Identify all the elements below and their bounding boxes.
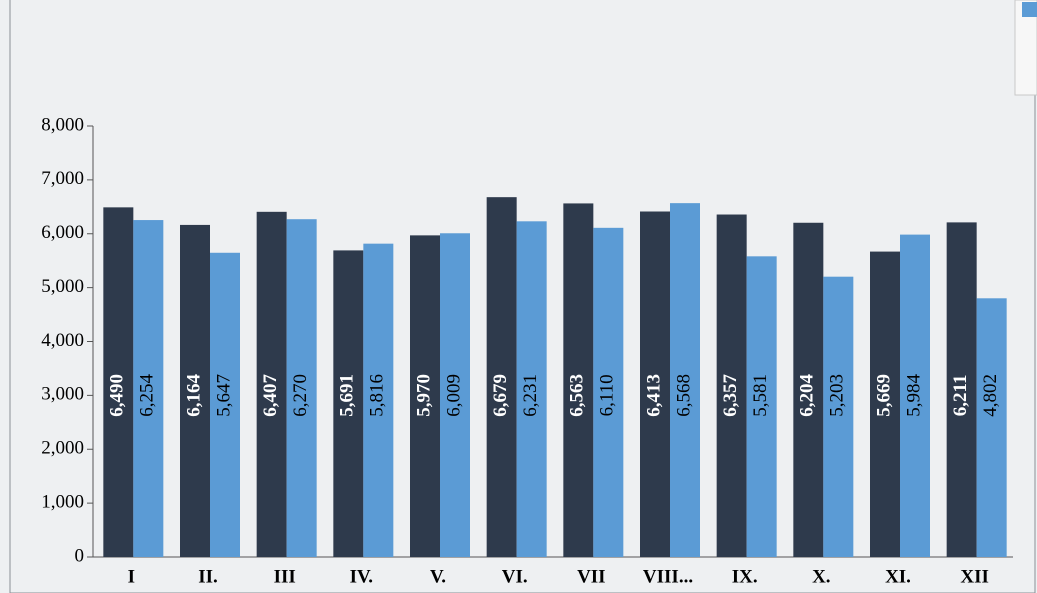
- value-label: 5,203: [827, 374, 848, 417]
- bar: [946, 222, 977, 557]
- value-label: 6,009: [443, 374, 464, 417]
- value-label: 4,802: [980, 374, 1001, 417]
- bar: [746, 256, 777, 557]
- bar: [976, 298, 1007, 557]
- value-label: 5,816: [367, 374, 388, 417]
- y-tick-label: 7,000: [41, 168, 84, 189]
- y-tick-label: 8,000: [41, 114, 84, 135]
- bar: [410, 235, 440, 557]
- y-tick-label: 5,000: [41, 276, 84, 297]
- y-tick-label: 0: [75, 545, 85, 566]
- bar: [133, 220, 164, 558]
- value-label: 6,270: [290, 374, 311, 417]
- bar: [563, 203, 594, 557]
- bar: [256, 211, 287, 557]
- value-label: 6,254: [137, 374, 158, 417]
- x-tick-label: X.: [812, 566, 830, 587]
- bar: [440, 233, 470, 557]
- x-tick-label: II.: [198, 566, 218, 587]
- value-label: 6,110: [597, 374, 618, 416]
- bar: [793, 222, 824, 557]
- bar: [870, 251, 900, 557]
- bar: [716, 214, 747, 557]
- legend-swatch: [1022, 2, 1037, 17]
- bar: [900, 234, 930, 557]
- value-label: 6,164: [183, 374, 204, 417]
- frame: [9, 0, 1036, 593]
- y-tick-label: 2,000: [41, 438, 84, 459]
- bar: [516, 221, 547, 557]
- value-label: 6,357: [720, 374, 741, 417]
- bar: [823, 276, 854, 557]
- x-tick-label: VII: [577, 566, 606, 587]
- y-tick-label: 6,000: [41, 222, 84, 243]
- bar: [333, 250, 364, 557]
- value-label: 6,231: [520, 374, 541, 417]
- y-tick-label: 4,000: [41, 330, 84, 351]
- x-tick-label: V.: [430, 566, 446, 587]
- x-tick-label: XI.: [885, 566, 911, 587]
- value-label: 6,413: [643, 374, 664, 417]
- value-label: 6,407: [260, 374, 281, 417]
- x-tick-label: IX.: [732, 566, 758, 587]
- bar: [670, 203, 700, 558]
- value-label: 5,984: [903, 374, 924, 417]
- value-label: 6,568: [673, 374, 694, 417]
- bar: [486, 197, 517, 557]
- bar: [286, 219, 317, 558]
- legend-box: [1014, 0, 1037, 96]
- x-tick-label: XII: [960, 566, 989, 587]
- value-label: 5,970: [413, 374, 434, 417]
- value-label: 6,204: [797, 374, 818, 417]
- bar: [210, 252, 240, 557]
- x-tick-label: I: [128, 566, 135, 587]
- bar: [363, 243, 394, 557]
- x-tick-label: VI.: [502, 566, 528, 587]
- bar: [593, 227, 624, 558]
- y-tick-label: 3,000: [41, 384, 84, 405]
- x-tick-label: IV.: [350, 566, 373, 587]
- x-tick-label: III: [274, 566, 296, 587]
- value-label: 5,647: [213, 374, 234, 417]
- y-tick-label: 1,000: [41, 491, 84, 512]
- value-label: 6,679: [490, 374, 511, 417]
- value-label: 6,563: [567, 374, 588, 417]
- bar: [640, 211, 670, 557]
- value-label: 6,211: [950, 375, 971, 417]
- value-label: 5,581: [750, 374, 771, 417]
- value-label: 5,691: [337, 374, 358, 417]
- value-label: 6,490: [107, 374, 128, 417]
- bar: [103, 207, 134, 557]
- x-tick-label: VIII...: [643, 566, 693, 587]
- bar: [180, 224, 210, 558]
- value-label: 5,669: [873, 374, 894, 417]
